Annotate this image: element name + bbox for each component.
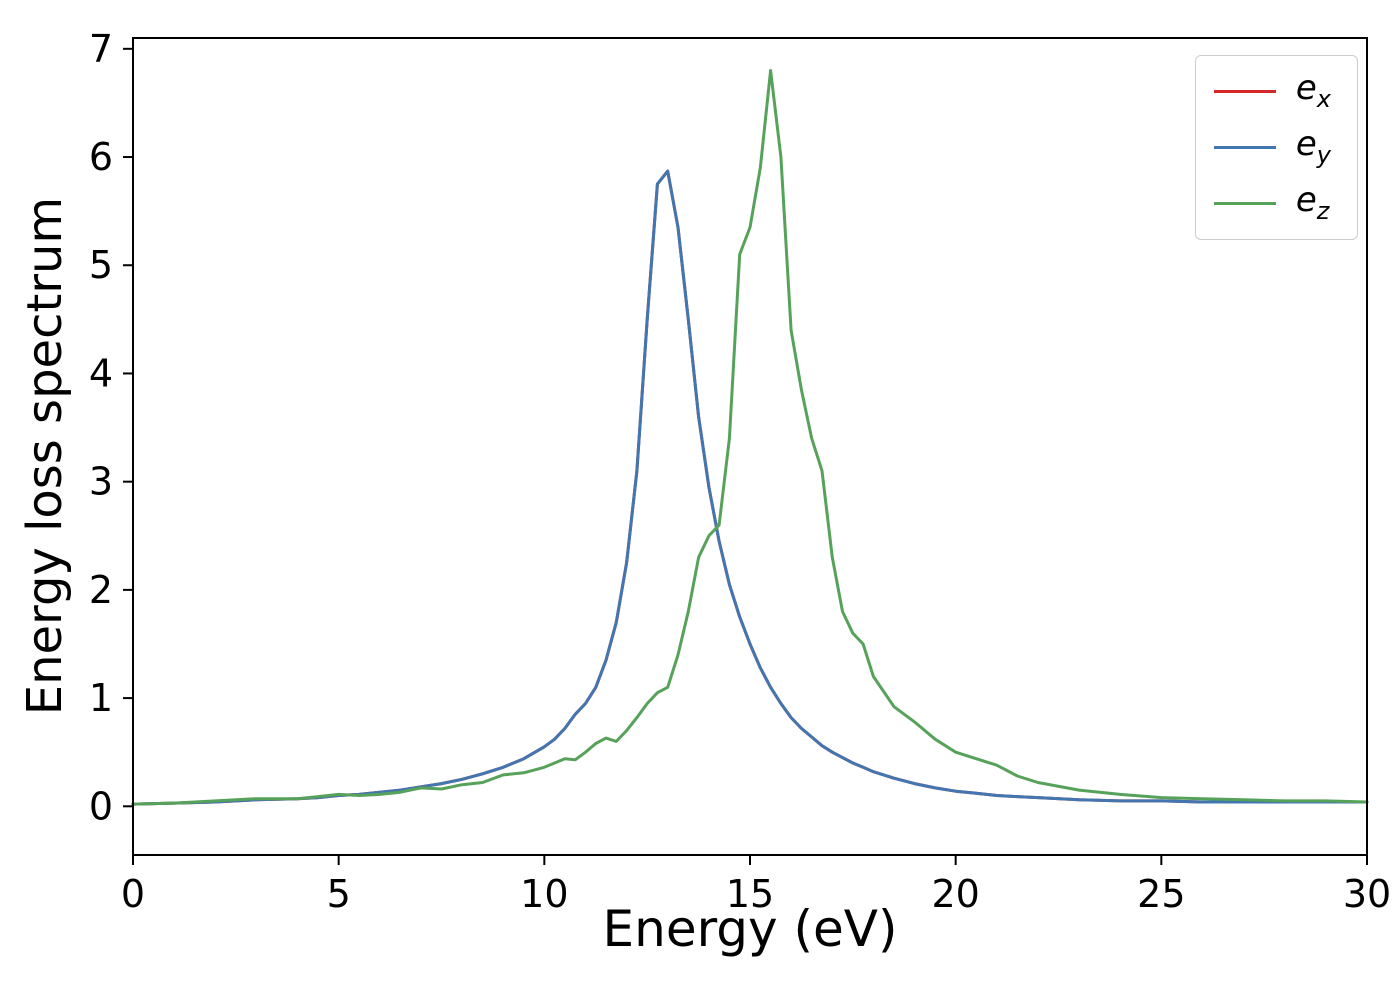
y-tick-label: 7 — [89, 27, 113, 71]
series-line-e_x — [131, 169, 1369, 806]
legend-label-ez: ez — [1295, 180, 1330, 226]
y-tick-label: 1 — [89, 676, 113, 720]
legend-label-ex: ex — [1295, 68, 1331, 113]
legend-label-ey: ey — [1295, 124, 1331, 169]
legend: ex ey ez — [1194, 55, 1358, 240]
y-tick-label: 3 — [89, 460, 113, 504]
legend-line-ez — [1213, 201, 1276, 205]
y-tick-label: 4 — [89, 351, 113, 395]
x-axis-label: Energy (eV) — [602, 900, 898, 958]
x-tick-label: 30 — [1343, 872, 1391, 916]
x-tick-label: 15 — [726, 872, 774, 916]
legend-line-ex — [1213, 89, 1276, 93]
axes-frame — [132, 37, 1368, 856]
legend-item-ez: ez — [1213, 180, 1331, 226]
x-tick-label: 10 — [520, 872, 568, 916]
x-tick-label: 5 — [327, 872, 351, 916]
y-axis-label: Energy loss spectrum — [17, 196, 73, 716]
series-line-e_z — [131, 69, 1369, 806]
y-tick-label: 5 — [89, 243, 113, 287]
legend-item-ex: ex — [1213, 68, 1331, 113]
y-tick-label: 6 — [89, 135, 113, 179]
y-tick-label: 0 — [89, 784, 113, 828]
x-tick-label: 25 — [1137, 872, 1185, 916]
legend-item-ey: ey — [1213, 124, 1331, 169]
y-tick-label: 2 — [89, 568, 113, 612]
x-tick-label: 20 — [931, 872, 979, 916]
legend-line-ey — [1213, 145, 1276, 149]
series-line-e_y — [131, 169, 1369, 806]
x-tick-label: 0 — [121, 872, 145, 916]
